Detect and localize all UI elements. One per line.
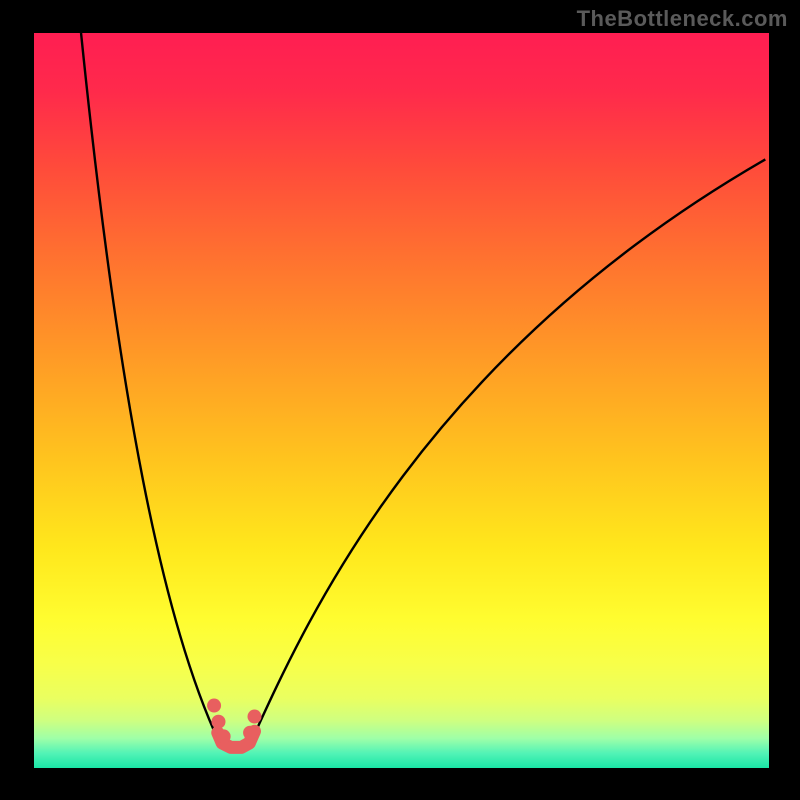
valley-dot <box>217 729 231 743</box>
chart-background <box>34 33 769 768</box>
valley-dot <box>207 699 221 713</box>
valley-dot <box>211 715 225 729</box>
valley-dot <box>248 710 262 724</box>
bottleneck-chart <box>34 33 769 768</box>
watermark-text: TheBottleneck.com <box>577 6 788 32</box>
valley-dot <box>243 726 257 740</box>
